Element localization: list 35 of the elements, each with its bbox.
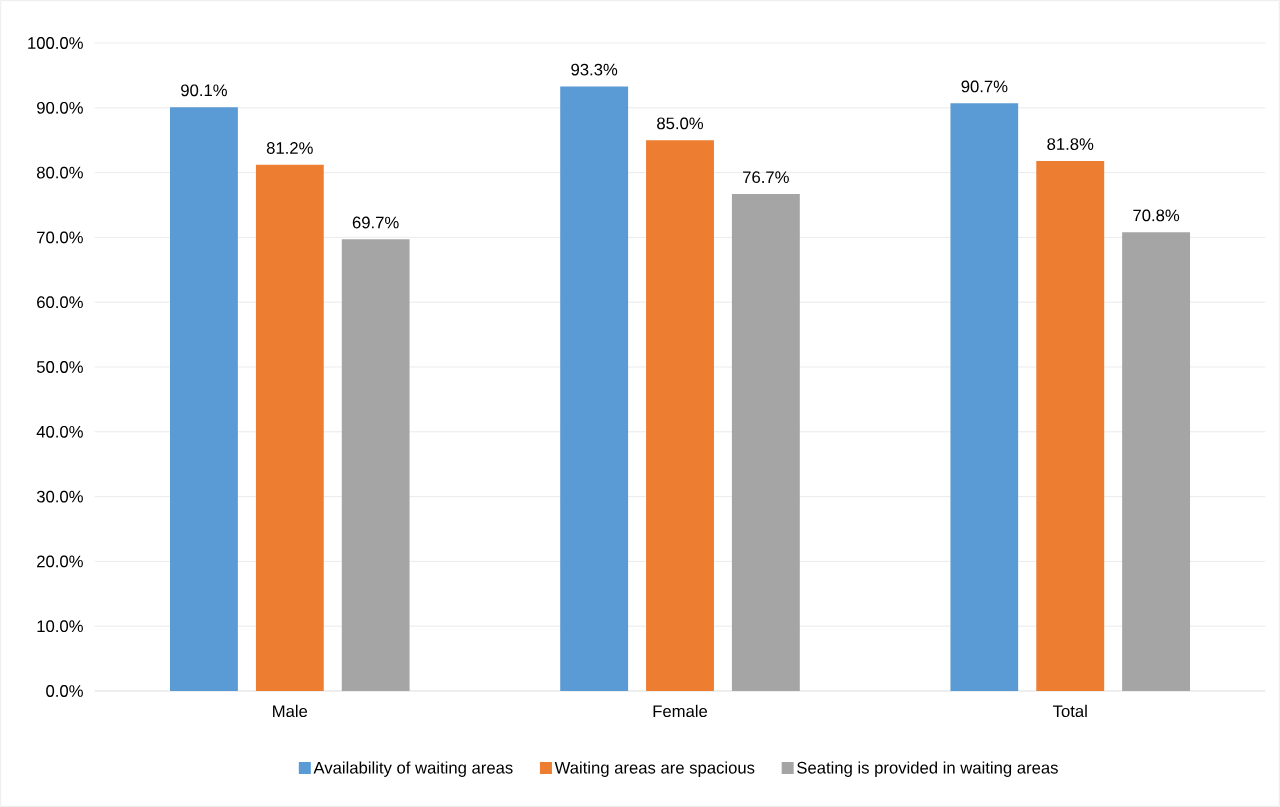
y-tick-label: 90.0% <box>37 101 83 114</box>
x-tick-label: Male <box>273 704 308 718</box>
data-label: 81.2% <box>266 142 313 154</box>
y-tick-label: 20.0% <box>37 555 83 568</box>
y-tick-label: 100.0% <box>28 37 83 49</box>
data-label: 90.7% <box>961 80 1008 93</box>
y-tick-label: 70.0% <box>37 231 83 244</box>
y-tick-label: 30.0% <box>36 490 83 503</box>
data-label: 76.7% <box>743 171 789 184</box>
bar <box>560 86 629 691</box>
legend-label: Waiting areas are spacious <box>554 761 755 777</box>
bar <box>1122 232 1191 691</box>
y-tick-label: 40.0% <box>36 425 83 438</box>
bar <box>646 140 714 691</box>
y-tick-label: 0.0% <box>46 685 83 697</box>
bar <box>169 107 238 691</box>
data-label: 70.8% <box>1133 209 1180 222</box>
bar <box>731 193 800 691</box>
y-tick-label: 50.0% <box>36 361 83 373</box>
data-label: 69.7% <box>352 216 399 229</box>
bar <box>341 239 410 691</box>
y-tick-label: 80.0% <box>36 166 83 179</box>
x-tick-label: Total <box>1053 704 1087 718</box>
bar <box>1036 160 1105 691</box>
y-tick-label: 10.0% <box>37 620 83 633</box>
legend-label: Availability of waiting areas <box>313 761 513 777</box>
legend-label: Seating is provided in waiting areas <box>797 761 1058 777</box>
x-tick-label: Female <box>653 704 708 718</box>
data-label: 93.3% <box>571 63 618 76</box>
data-label: 90.1% <box>181 84 227 97</box>
bar <box>255 164 324 691</box>
data-label: 85.0% <box>657 117 704 130</box>
y-tick-label: 60.0% <box>37 296 83 309</box>
bar <box>950 103 1019 691</box>
data-label: 81.8% <box>1047 138 1094 150</box>
